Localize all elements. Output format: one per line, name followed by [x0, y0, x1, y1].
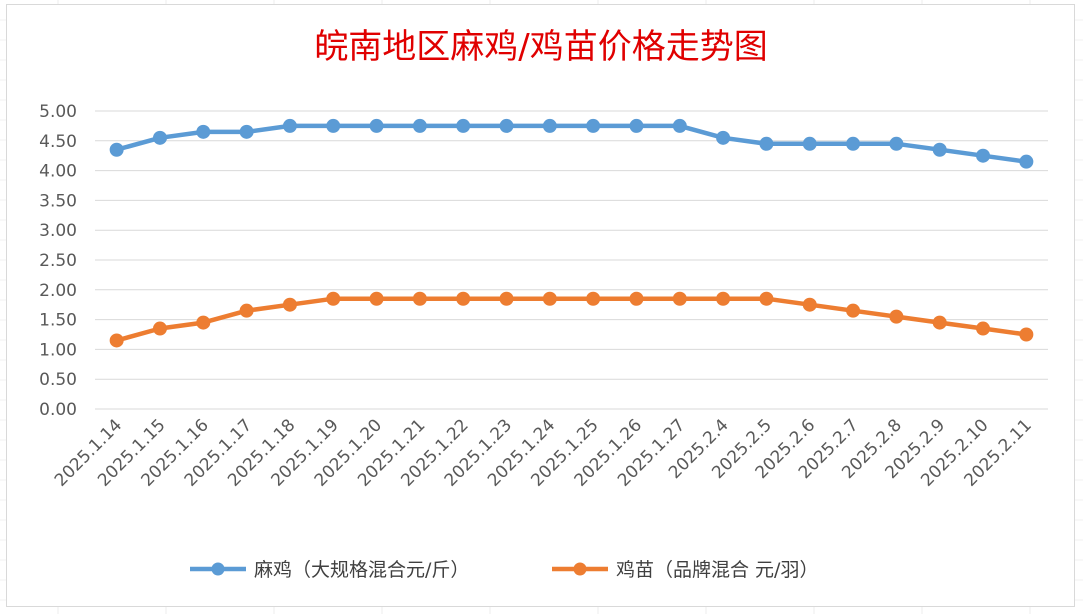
series-lines [109, 118, 1034, 348]
series-line [116, 123, 1027, 164]
y-tick-label: 3.50 [39, 191, 77, 211]
data-point[interactable] [196, 315, 211, 330]
y-tick-label: 0.50 [39, 370, 77, 390]
data-point[interactable] [369, 291, 384, 306]
data-point[interactable] [499, 118, 514, 133]
y-tick-label: 5.00 [39, 102, 77, 122]
data-point[interactable] [716, 130, 731, 145]
data-point[interactable] [152, 130, 167, 145]
data-point[interactable] [629, 118, 644, 133]
data-point[interactable] [282, 297, 297, 312]
data-point[interactable] [1019, 154, 1034, 169]
legend-label: 麻鸡（大规格混合元/斤） [254, 559, 469, 581]
data-point[interactable] [976, 148, 991, 163]
data-point[interactable] [109, 142, 124, 157]
data-point[interactable] [239, 303, 254, 318]
data-point[interactable] [326, 291, 341, 306]
data-point[interactable] [846, 136, 861, 151]
y-tick-label: 1.00 [39, 340, 77, 360]
data-point[interactable] [629, 291, 644, 306]
gridlines [95, 110, 1048, 410]
y-tick-label: 2.50 [39, 251, 77, 271]
data-point[interactable] [499, 291, 514, 306]
data-point[interactable] [1019, 327, 1034, 342]
y-tick-label: 1.50 [39, 311, 77, 331]
legend-marker [573, 562, 587, 576]
data-point[interactable] [976, 321, 991, 336]
data-point[interactable] [586, 291, 601, 306]
data-point[interactable] [456, 118, 471, 133]
data-point[interactable] [889, 136, 904, 151]
data-point[interactable] [109, 333, 124, 348]
legend: 麻鸡（大规格混合元/斤） 鸡苗（品牌混合 元/羽） [190, 559, 818, 581]
data-point[interactable] [759, 136, 774, 151]
data-point[interactable] [196, 124, 211, 139]
x-axis-labels: 2025.1.142025.1.152025.1.162025.1.172025… [51, 415, 1036, 490]
data-point[interactable] [326, 118, 341, 133]
data-point[interactable] [672, 118, 687, 133]
data-point[interactable] [716, 291, 731, 306]
y-tick-label: 3.00 [39, 221, 77, 241]
data-point[interactable] [672, 291, 687, 306]
data-point[interactable] [456, 291, 471, 306]
data-point[interactable] [412, 118, 427, 133]
data-point[interactable] [932, 142, 947, 157]
data-point[interactable] [542, 291, 557, 306]
series-line [116, 296, 1027, 343]
data-point[interactable] [412, 291, 427, 306]
legend-label: 鸡苗（品牌混合 元/羽） [616, 559, 818, 581]
y-axis-labels: 0.00 0.50 1.00 1.50 2.00 2.50 3.00 3.50 4.00 4.50… [39, 102, 77, 420]
data-point[interactable] [889, 309, 904, 324]
data-point[interactable] [759, 291, 774, 306]
series-1 [109, 118, 1034, 169]
y-tick-label: 4.50 [39, 132, 77, 152]
legend-item[interactable]: 麻鸡（大规格混合元/斤） [190, 559, 469, 581]
legend-item[interactable]: 鸡苗（品牌混合 元/羽） [552, 559, 818, 581]
data-point[interactable] [846, 303, 861, 318]
y-tick-label: 2.00 [39, 281, 77, 301]
chart-area[interactable] [6, 4, 1075, 607]
data-point[interactable] [369, 118, 384, 133]
data-point[interactable] [542, 118, 557, 133]
data-point[interactable] [239, 124, 254, 139]
data-point[interactable] [802, 136, 817, 151]
chart-title: 皖南地区麻鸡/鸡苗价格走势图 [314, 27, 767, 67]
data-point[interactable] [586, 118, 601, 133]
data-point[interactable] [802, 297, 817, 312]
data-point[interactable] [282, 118, 297, 133]
data-point[interactable] [152, 321, 167, 336]
y-tick-label: 0.00 [39, 400, 77, 420]
y-tick-label: 4.00 [39, 162, 77, 182]
data-point[interactable] [932, 315, 947, 330]
series-2 [109, 291, 1034, 348]
legend-marker [211, 562, 225, 576]
